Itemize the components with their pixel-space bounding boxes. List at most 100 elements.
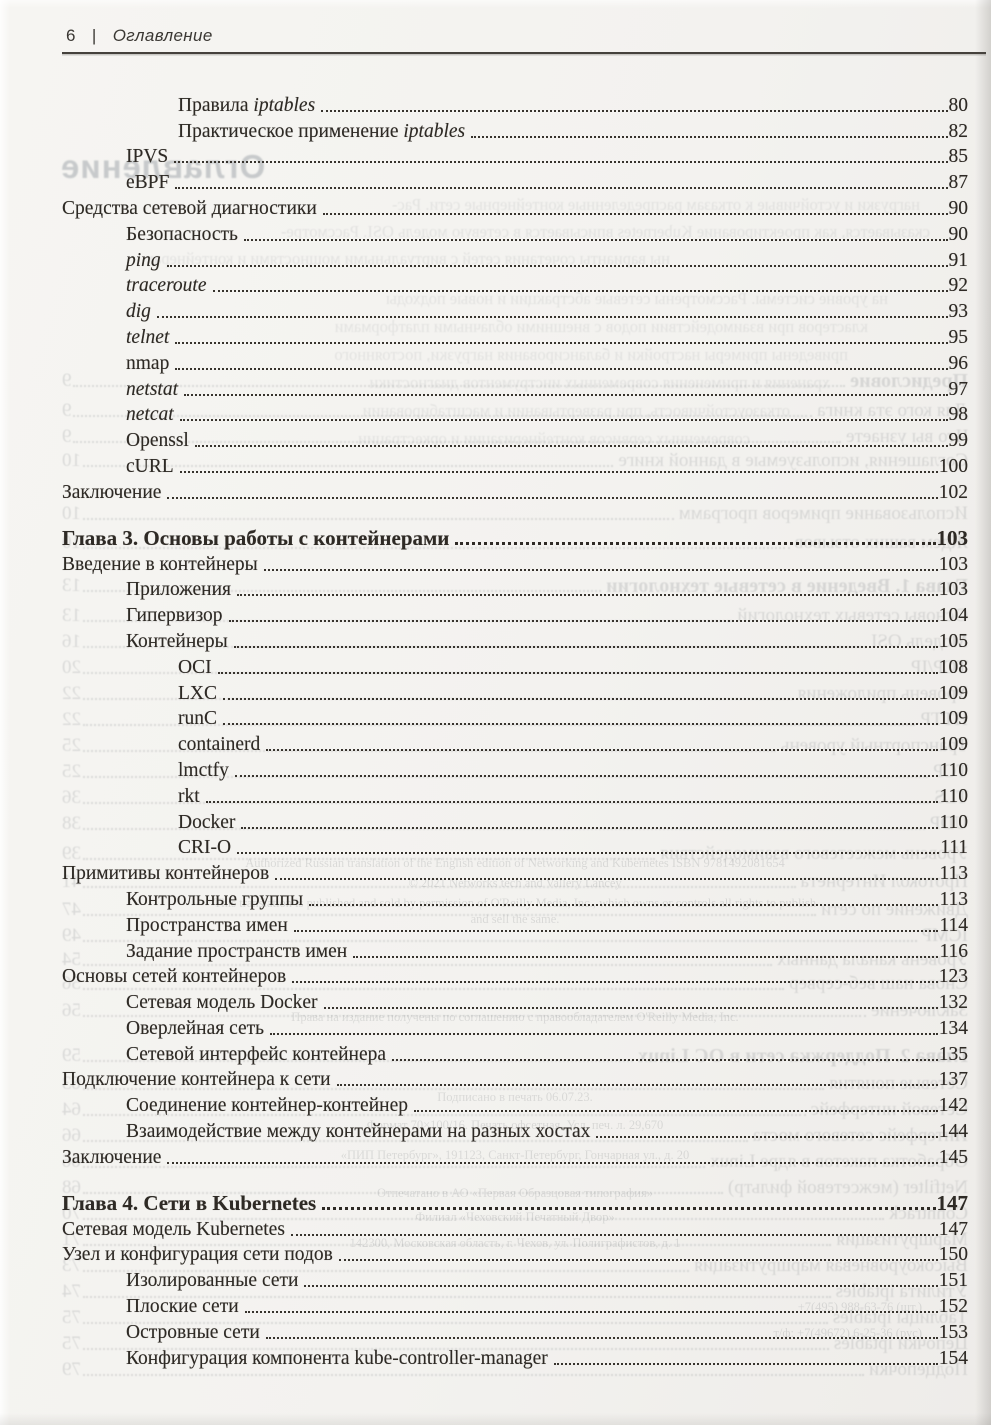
toc-entry: Средства сетевой диагностики 90 — [62, 193, 968, 219]
entry-title: Docker — [178, 811, 236, 833]
entry-title: Основы сетей контейнеров — [62, 966, 287, 988]
entry-page-number: 100 — [938, 455, 968, 477]
entry-page-number: 109 — [938, 682, 968, 704]
dot-leader — [336, 1084, 938, 1087]
entry-page-number: 87 — [948, 172, 969, 194]
entry-title: rkt — [178, 785, 200, 807]
entry-title: LXC — [178, 682, 217, 704]
entry-title: Островные сети — [126, 1321, 260, 1343]
entry-page-number: 142 — [938, 1095, 968, 1117]
entry-page-number: 103 — [936, 525, 969, 550]
toc-entry: Заключение 102 — [62, 477, 968, 503]
toc-entry: Docker 110 — [62, 807, 968, 833]
dot-leader — [212, 290, 948, 293]
entry-page-number: 97 — [948, 378, 969, 400]
entry-page-number: 109 — [938, 708, 968, 730]
toc-entry: OCI 108 — [62, 652, 968, 678]
toc-entry: Примитивы контейнеров 113 — [62, 858, 968, 884]
entry-page-number: 111 — [940, 837, 968, 859]
toc-chapter-heading: Глава 3. Основы работы с контейнерами 103 — [62, 519, 968, 549]
toc-entry: netcat 98 — [62, 400, 968, 425]
entry-title: Openssl — [126, 430, 189, 452]
toc-entry: Основы сетей контейнеров 123 — [62, 962, 968, 988]
dot-leader — [293, 929, 939, 932]
entry-page-number: 104 — [938, 605, 968, 627]
entry-page-number: 80 — [948, 94, 969, 116]
toc-entry: Конфигурация компонента kube-controller-… — [62, 1343, 968, 1369]
toc-entry: Соединение контейнер-контейнер 142 — [62, 1090, 968, 1116]
page-number: 6 — [66, 26, 76, 45]
toc-entry: dig 93 — [62, 296, 968, 322]
dot-leader — [270, 1032, 938, 1035]
dot-leader — [338, 1259, 938, 1262]
toc-entry: runC 109 — [62, 704, 968, 730]
toc-entry: Задание пространств имен 116 — [62, 936, 968, 962]
dot-leader — [156, 316, 948, 319]
entry-title: lmctfy — [178, 759, 229, 781]
entry-page-number: 99 — [948, 430, 969, 452]
entry-title: Сетевой интерфейс контейнера — [126, 1043, 387, 1065]
entry-title: CRI-O — [178, 837, 232, 859]
entry-title: nmap — [126, 352, 170, 374]
entry-title: Примитивы контейнеров — [62, 863, 270, 885]
dot-leader — [263, 568, 938, 571]
entry-title: Оверлейная сеть — [126, 1017, 265, 1039]
dot-leader — [455, 541, 936, 545]
toc-entry: Оверлейная сеть 134 — [62, 1013, 968, 1039]
entry-title: containerd — [178, 734, 261, 756]
entry-title: netstat — [126, 378, 178, 400]
header-title: Оглавление — [112, 26, 213, 45]
toc-entry: Контейнеры 105 — [62, 626, 968, 652]
toc-entry: Практическое применение iptables 82 — [62, 116, 968, 142]
dot-leader — [233, 645, 938, 648]
toc-entry: Пространства имен 114 — [62, 910, 968, 936]
dot-leader — [413, 1110, 938, 1113]
toc-entry: IPVS 85 — [62, 142, 969, 168]
entry-page-number: 90 — [948, 197, 969, 219]
entry-page-number: 147 — [936, 1190, 969, 1215]
dot-leader — [205, 800, 939, 803]
entry-title: Контейнеры — [126, 630, 228, 652]
entry-title: Подключение контейнера к сети — [62, 1069, 331, 1091]
dot-leader — [275, 878, 939, 881]
dot-leader — [228, 620, 938, 623]
dot-leader — [174, 161, 948, 164]
toc-entry: lmctfy 110 — [62, 755, 968, 781]
toc-entry: Взаимодействие между контейнерами на раз… — [62, 1116, 968, 1142]
entry-page-number: 110 — [939, 759, 968, 781]
entry-title: Взаимодействие между контейнерами на раз… — [126, 1121, 591, 1143]
toc-entry: rkt 110 — [62, 781, 968, 807]
entry-title: ping — [126, 249, 161, 271]
toc-entry: Введение в контейнеры 103 — [62, 549, 968, 575]
dot-leader — [175, 187, 948, 190]
entry-title: Правила iptables — [178, 94, 316, 116]
dot-leader — [217, 671, 938, 674]
entry-page-number: 154 — [938, 1347, 968, 1369]
toc-entry: Приложения 103 — [62, 575, 968, 600]
entry-page-number: 113 — [939, 888, 968, 910]
dot-leader — [309, 903, 939, 906]
entry-title: Сетевая модель Docker — [126, 992, 318, 1014]
entry-title: Соединение контейнер-контейнер — [126, 1095, 408, 1117]
toc-entry: nmap 96 — [62, 348, 968, 374]
entry-page-number: 85 — [948, 146, 969, 168]
entry-title: Глава 4. Сети в Kubernetes — [62, 1190, 317, 1215]
entry-title: Заключение — [62, 481, 162, 503]
page-edge-left — [0, 0, 10, 1425]
entry-title: Практическое применение iptables — [178, 120, 466, 142]
entry-title: Задание пространств имен — [126, 940, 348, 962]
dot-leader — [179, 470, 938, 473]
toc-chapter-heading: Глава 4. Сети в Kubernetes 147 — [62, 1184, 968, 1214]
dot-leader — [234, 774, 939, 777]
dot-leader — [166, 264, 948, 267]
entry-title: OCI — [178, 656, 212, 678]
dot-leader — [83, 1373, 864, 1376]
dot-leader — [353, 955, 939, 958]
entry-page-number: 116 — [939, 940, 968, 962]
toc-entry: Гипервизор 104 — [62, 600, 968, 626]
running-header: 6 | Оглавление — [66, 26, 213, 46]
toc-entry: Узел и конфигурация сети подов 150 — [62, 1240, 968, 1265]
toc-entry: Островные сети 153 — [62, 1317, 968, 1343]
entry-title: Конфигурация компонента kube-controller-… — [126, 1347, 548, 1369]
page-edge-shadow-bottom — [0, 1413, 991, 1425]
